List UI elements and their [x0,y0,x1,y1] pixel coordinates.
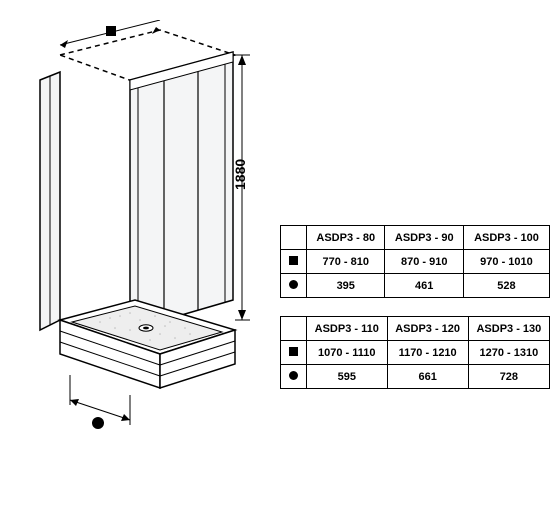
shower-enclosure-diagram: 1880 [10,20,270,450]
table-row: 595 661 728 [281,365,550,389]
col-header: ASDP3 - 90 [385,226,463,250]
table-row: 395 461 528 [281,274,550,298]
cell: 870 - 910 [385,250,463,274]
table-row: 770 - 810 870 - 910 970 - 1010 [281,250,550,274]
row-symbol-square [281,341,307,365]
cell: 461 [385,274,463,298]
row-symbol-circle [281,274,307,298]
col-header: ASDP3 - 110 [307,317,388,341]
col-header: ASDP3 - 120 [387,317,468,341]
cell: 595 [307,365,388,389]
square-icon [289,347,298,356]
col-header: ASDP3 - 80 [307,226,385,250]
dimension-table-2: ASDP3 - 110 ASDP3 - 120 ASDP3 - 130 1070… [280,316,550,389]
dimension-tables: ASDP3 - 80 ASDP3 - 90 ASDP3 - 100 770 - … [280,225,550,407]
cell: 1270 - 1310 [468,341,549,365]
cell: 970 - 1010 [463,250,549,274]
cell: 1170 - 1210 [387,341,468,365]
row-symbol-circle [281,365,307,389]
cell: 770 - 810 [307,250,385,274]
cell: 528 [463,274,549,298]
symbol-header-cell [281,226,307,250]
cell: 1070 - 1110 [307,341,388,365]
symbol-header-cell [281,317,307,341]
col-header: ASDP3 - 130 [468,317,549,341]
circle-marker-bottom [92,417,104,429]
table-header-row: ASDP3 - 80 ASDP3 - 90 ASDP3 - 100 [281,226,550,250]
cell: 728 [468,365,549,389]
table-row: 1070 - 1110 1170 - 1210 1270 - 1310 [281,341,550,365]
circle-icon [289,371,298,380]
cell: 395 [307,274,385,298]
dimension-table-1: ASDP3 - 80 ASDP3 - 90 ASDP3 - 100 770 - … [280,225,550,298]
table-header-row: ASDP3 - 110 ASDP3 - 120 ASDP3 - 130 [281,317,550,341]
height-dimension-label: 1880 [232,159,248,190]
row-symbol-square [281,250,307,274]
circle-icon [289,280,298,289]
cell: 661 [387,365,468,389]
col-header: ASDP3 - 100 [463,226,549,250]
square-marker-top [106,26,116,36]
diagram-svg [10,20,270,450]
square-icon [289,256,298,265]
